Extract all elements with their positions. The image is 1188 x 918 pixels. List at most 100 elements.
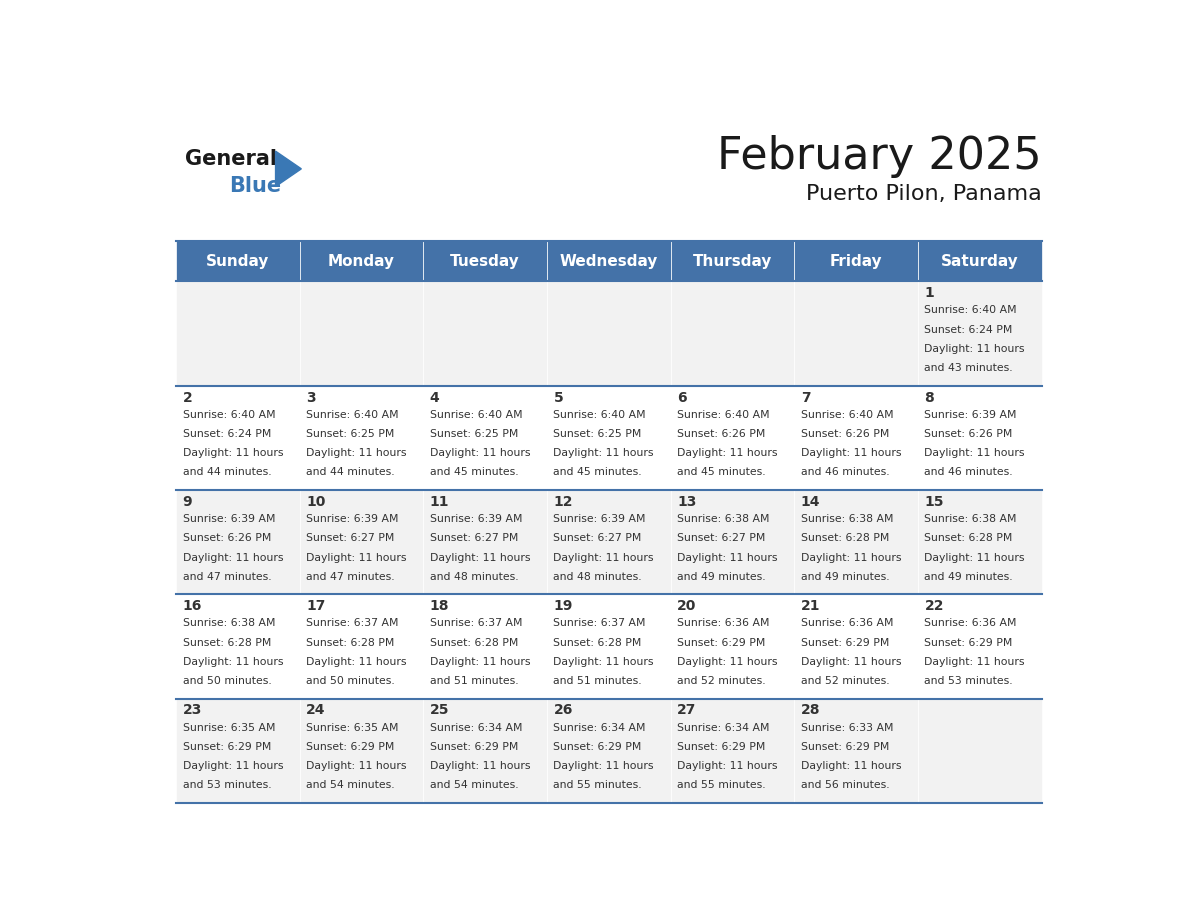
Text: and 45 minutes.: and 45 minutes.: [430, 467, 518, 477]
Text: Sunset: 6:29 PM: Sunset: 6:29 PM: [924, 638, 1012, 647]
Text: and 45 minutes.: and 45 minutes.: [554, 467, 642, 477]
Text: 12: 12: [554, 495, 573, 509]
Text: 7: 7: [801, 390, 810, 405]
Bar: [671, 386, 795, 490]
Polygon shape: [276, 151, 302, 186]
Text: Sunrise: 6:36 AM: Sunrise: 6:36 AM: [677, 618, 770, 628]
Text: Sunset: 6:26 PM: Sunset: 6:26 PM: [183, 533, 271, 543]
Text: Sunrise: 6:34 AM: Sunrise: 6:34 AM: [554, 722, 646, 733]
Text: Sunset: 6:25 PM: Sunset: 6:25 PM: [307, 429, 394, 439]
Text: and 51 minutes.: and 51 minutes.: [554, 677, 642, 686]
Text: Sunset: 6:28 PM: Sunset: 6:28 PM: [554, 638, 642, 647]
Text: Sunrise: 6:39 AM: Sunrise: 6:39 AM: [430, 514, 523, 524]
Text: Sunrise: 6:34 AM: Sunrise: 6:34 AM: [677, 722, 770, 733]
Text: Sunset: 6:27 PM: Sunset: 6:27 PM: [307, 533, 394, 543]
Text: Daylight: 11 hours: Daylight: 11 hours: [801, 448, 902, 458]
Text: and 50 minutes.: and 50 minutes.: [307, 677, 394, 686]
Bar: [299, 386, 423, 490]
Bar: [918, 699, 1042, 803]
Text: Sunset: 6:27 PM: Sunset: 6:27 PM: [677, 533, 765, 543]
Text: 11: 11: [430, 495, 449, 509]
Text: 17: 17: [307, 599, 326, 613]
Text: 23: 23: [183, 703, 202, 718]
Bar: [176, 699, 299, 803]
Text: Daylight: 11 hours: Daylight: 11 hours: [801, 657, 902, 666]
Text: Daylight: 11 hours: Daylight: 11 hours: [924, 553, 1025, 563]
Text: 5: 5: [554, 390, 563, 405]
Text: Sunset: 6:29 PM: Sunset: 6:29 PM: [677, 638, 765, 647]
Bar: [423, 699, 546, 803]
Text: Sunset: 6:28 PM: Sunset: 6:28 PM: [307, 638, 394, 647]
Bar: [299, 281, 423, 386]
Text: Tuesday: Tuesday: [450, 253, 520, 269]
Bar: [299, 699, 423, 803]
Text: Daylight: 11 hours: Daylight: 11 hours: [307, 553, 406, 563]
Text: Saturday: Saturday: [941, 253, 1018, 269]
Text: 14: 14: [801, 495, 820, 509]
Text: Sunset: 6:25 PM: Sunset: 6:25 PM: [430, 429, 518, 439]
Text: and 52 minutes.: and 52 minutes.: [677, 677, 766, 686]
Text: 6: 6: [677, 390, 687, 405]
Text: and 49 minutes.: and 49 minutes.: [801, 572, 890, 582]
Text: Daylight: 11 hours: Daylight: 11 hours: [677, 448, 778, 458]
Text: Sunrise: 6:38 AM: Sunrise: 6:38 AM: [183, 618, 276, 628]
Bar: [671, 699, 795, 803]
Text: 21: 21: [801, 599, 820, 613]
Text: Daylight: 11 hours: Daylight: 11 hours: [801, 553, 902, 563]
Text: Daylight: 11 hours: Daylight: 11 hours: [924, 344, 1025, 353]
Bar: [423, 241, 546, 281]
Text: Sunrise: 6:38 AM: Sunrise: 6:38 AM: [677, 514, 770, 524]
Text: Sunday: Sunday: [207, 253, 270, 269]
Text: Daylight: 11 hours: Daylight: 11 hours: [430, 657, 530, 666]
Bar: [299, 490, 423, 594]
Text: and 45 minutes.: and 45 minutes.: [677, 467, 766, 477]
Text: Sunrise: 6:39 AM: Sunrise: 6:39 AM: [183, 514, 276, 524]
Text: and 50 minutes.: and 50 minutes.: [183, 677, 271, 686]
Text: and 54 minutes.: and 54 minutes.: [307, 780, 394, 790]
Text: 13: 13: [677, 495, 696, 509]
Text: and 54 minutes.: and 54 minutes.: [430, 780, 518, 790]
Text: 22: 22: [924, 599, 944, 613]
Text: Sunrise: 6:40 AM: Sunrise: 6:40 AM: [801, 409, 893, 420]
Text: 3: 3: [307, 390, 316, 405]
Bar: [299, 241, 423, 281]
Text: Sunrise: 6:39 AM: Sunrise: 6:39 AM: [554, 514, 646, 524]
Text: Daylight: 11 hours: Daylight: 11 hours: [307, 448, 406, 458]
Text: Daylight: 11 hours: Daylight: 11 hours: [677, 761, 778, 771]
Text: Sunset: 6:29 PM: Sunset: 6:29 PM: [677, 742, 765, 752]
Text: and 47 minutes.: and 47 minutes.: [307, 572, 394, 582]
Text: 25: 25: [430, 703, 449, 718]
Text: and 47 minutes.: and 47 minutes.: [183, 572, 271, 582]
Bar: [918, 386, 1042, 490]
Bar: [546, 490, 671, 594]
Text: Sunset: 6:26 PM: Sunset: 6:26 PM: [677, 429, 765, 439]
Text: Sunrise: 6:39 AM: Sunrise: 6:39 AM: [307, 514, 399, 524]
Bar: [423, 386, 546, 490]
Text: Daylight: 11 hours: Daylight: 11 hours: [554, 761, 653, 771]
Text: Daylight: 11 hours: Daylight: 11 hours: [183, 657, 283, 666]
Bar: [795, 241, 918, 281]
Text: Sunrise: 6:40 AM: Sunrise: 6:40 AM: [677, 409, 770, 420]
Text: Sunrise: 6:37 AM: Sunrise: 6:37 AM: [307, 618, 399, 628]
Text: Thursday: Thursday: [693, 253, 772, 269]
Text: 24: 24: [307, 703, 326, 718]
Text: Daylight: 11 hours: Daylight: 11 hours: [430, 448, 530, 458]
Text: Sunset: 6:29 PM: Sunset: 6:29 PM: [801, 742, 889, 752]
Text: Sunrise: 6:35 AM: Sunrise: 6:35 AM: [307, 722, 399, 733]
Text: Sunset: 6:28 PM: Sunset: 6:28 PM: [183, 638, 271, 647]
Text: and 52 minutes.: and 52 minutes.: [801, 677, 890, 686]
Text: February 2025: February 2025: [716, 135, 1042, 178]
Bar: [423, 490, 546, 594]
Text: Daylight: 11 hours: Daylight: 11 hours: [924, 448, 1025, 458]
Bar: [671, 594, 795, 699]
Text: and 55 minutes.: and 55 minutes.: [554, 780, 642, 790]
Text: Daylight: 11 hours: Daylight: 11 hours: [554, 553, 653, 563]
Text: Sunrise: 6:40 AM: Sunrise: 6:40 AM: [554, 409, 646, 420]
Text: Sunset: 6:25 PM: Sunset: 6:25 PM: [554, 429, 642, 439]
Text: 1: 1: [924, 286, 934, 300]
Text: Daylight: 11 hours: Daylight: 11 hours: [801, 761, 902, 771]
Bar: [918, 490, 1042, 594]
Text: 18: 18: [430, 599, 449, 613]
Bar: [795, 594, 918, 699]
Text: General: General: [185, 149, 277, 169]
